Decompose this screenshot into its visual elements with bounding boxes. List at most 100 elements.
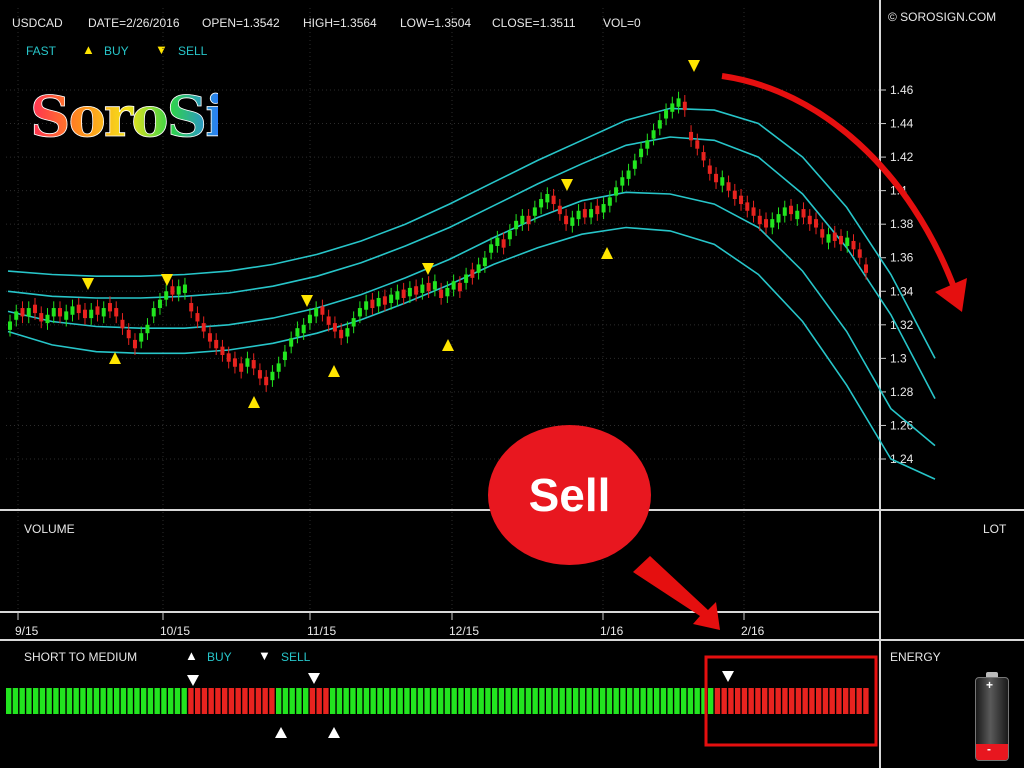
strip-bar [289,688,295,714]
candle-body [82,309,87,319]
candle-body [739,195,744,205]
x-tick-label: 11/15 [307,624,336,638]
strip-bar [539,688,545,714]
candle-body [364,301,369,310]
candle-body [845,237,850,246]
x-tick-label: 2/16 [741,624,765,638]
candle-body [832,232,837,241]
y-tick-label: 1.46 [890,83,914,97]
strip-buy-label: BUY [207,650,232,664]
highlight-box [704,655,878,747]
candle-body [670,103,675,112]
strip-bar [296,688,302,714]
sell-signal-marker [161,274,173,286]
strip-bar [451,688,457,714]
sell-signal-marker [301,295,313,307]
strip-bar [600,688,606,714]
callout-pointer-arrow [633,556,720,630]
candle-body [689,131,694,141]
battery-icon: + - [975,672,1009,762]
strip-bar [836,688,842,714]
strip-bar [606,688,613,714]
candle-body [776,214,781,223]
candle-body [207,333,212,342]
candle-body [89,309,94,319]
legend-fast: FAST [26,44,57,58]
strip-bar [377,688,383,714]
strip-bar [816,688,822,714]
candle-body [257,370,262,379]
candle-body [20,308,25,317]
candle-body [864,264,868,273]
strip-bar [782,688,788,714]
strip-bar [147,688,154,714]
candle-body [651,130,656,139]
strip-bar [390,688,397,714]
strip-bar [485,688,491,714]
candle-body [170,286,175,295]
strip-bar [208,688,214,714]
strip-bar [674,688,680,714]
strip-bar [404,688,410,714]
strip-bar [768,688,775,714]
sell-signal-marker [82,278,94,290]
candle-body [326,316,331,325]
strip-bar [802,688,808,714]
sell-triangle-icon: ▼ [155,42,168,57]
close-label: CLOSE=1.3511 [492,16,576,30]
strip-bar [33,688,39,714]
candle-body [407,287,412,297]
candle-body [682,101,687,111]
candle-body [8,321,12,330]
band-line-band-mid-upper [7,136,936,399]
sell-signal-marker [422,263,434,275]
candle-body [145,324,150,334]
strip-bar [114,688,120,714]
candle-body [764,219,769,228]
strip-bar [100,688,106,714]
strip-bar [309,688,316,714]
candle-body [826,234,831,243]
strip-bar [255,688,262,714]
candle-body [789,205,794,215]
candle-body [626,170,631,179]
candle-body [182,284,187,293]
candle-body [332,323,337,332]
strip-sell-marker [308,673,320,684]
strip-bar [431,688,437,714]
strip-bar [384,688,390,714]
candle-body [664,110,669,119]
candle-body [451,281,456,290]
strip-bar [633,688,640,714]
candle-body [545,193,550,203]
candle-body [51,308,56,317]
high-label: HIGH=1.3564 [303,16,377,30]
candle-body [489,244,494,253]
candle-body [807,215,812,225]
candle-body [357,308,362,317]
strip-bar [458,688,464,714]
candle-body [701,152,706,161]
candle-body [464,274,469,283]
strip-bar [269,688,275,714]
candle-body [26,308,31,317]
buy-signal-marker [109,352,121,364]
strip-bar [154,688,160,714]
candle-body [645,140,650,149]
candle-body [432,281,437,290]
candle-body [201,323,206,332]
candle-body [314,308,319,317]
x-tick-label: 10/15 [160,624,190,638]
strip-bar [262,688,268,714]
volume-label: VOLUME [24,522,75,536]
strip-bar [465,688,471,714]
candle-body [839,235,844,245]
strip-sell-marker [187,675,199,686]
strip-bar [660,688,667,714]
strip-bar [249,688,255,714]
strip-bar [242,688,248,714]
candle-body [176,286,181,295]
candle-body [732,190,737,200]
strip-bar [66,688,73,714]
